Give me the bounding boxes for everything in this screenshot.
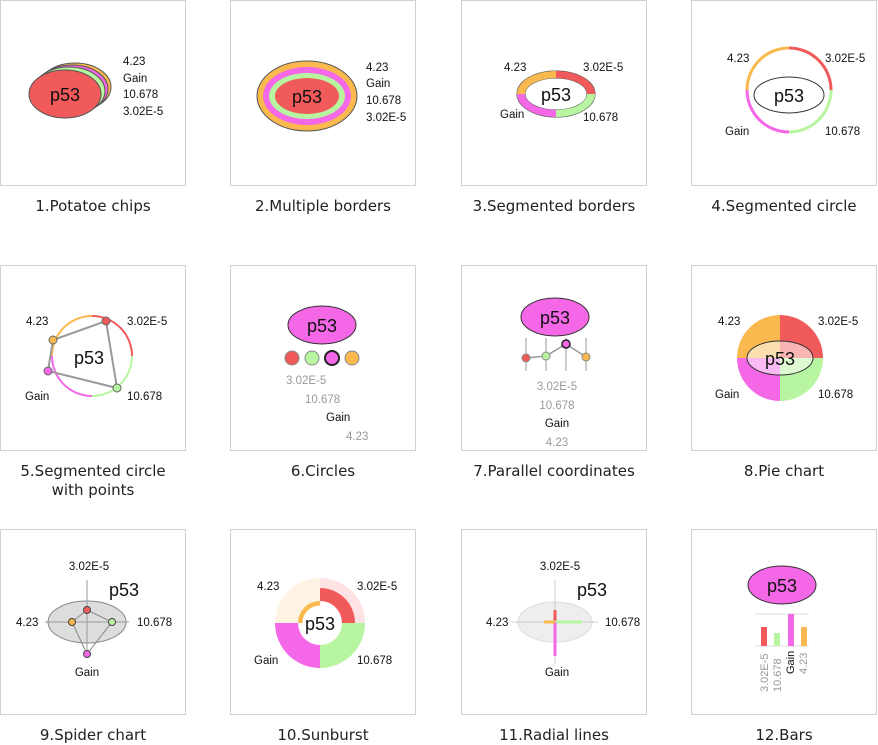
value-a: 4.23 [257,581,279,593]
node-label: p53 [305,614,335,634]
value-b: Gain [545,667,569,679]
caption-1: 1.Potatoe chips [35,197,151,215]
caption-2: 2.Multiple borders [255,197,391,215]
radial-lines-glyph: p53 3.02E-5 10.678 Gain 4.23 [486,561,640,679]
node-label: p53 [292,87,322,107]
panel-segmented-borders: p53 4.23 Gain 10.678 3.02E-5 [461,0,647,186]
caption-3: 3.Segmented borders [472,197,636,215]
potato-chips-glyph: p53 4.23 Gain 10.678 3.02E-5 [28,56,163,119]
value-c: 10.678 [539,400,574,412]
value-a: 4.23 [366,62,388,74]
caption-8: 8.Pie chart [743,462,825,480]
value-a: 4.23 [486,617,508,629]
value-a: 4.23 [123,56,145,68]
node-label: p53 [767,576,797,596]
value-d: 3.02E-5 [583,62,623,74]
panel-potato-chips: p53 4.23 Gain 10.678 3.02E-5 [0,0,186,186]
value-c: 10.678 [818,389,853,401]
caption-4: 4.Segmented circle [711,197,857,215]
value-b: Gain [25,391,49,403]
value-c: 10.678 [605,617,640,629]
value-b: Gain [545,418,569,430]
value-c: 10.678 [123,89,158,101]
value-b: Gain [715,389,739,401]
value-d: 3.02E-5 [818,316,858,328]
node-label: p53 [774,86,804,106]
value-d: 3.02E-5 [537,381,577,393]
caption-5: 5.Segmented circle with points [0,462,208,500]
node-label: p53 [577,580,607,600]
caption-12: 12.Bars [755,726,813,744]
multiple-borders-glyph: p53 4.23 Gain 10.678 3.02E-5 [256,60,406,132]
value-c: 10.678 [305,394,340,406]
value-c: 10.678 [127,391,162,403]
panel-segmented-circle: p53 4.23 Gain 10.678 3.02E-5 [691,0,877,186]
value-a: 4.23 [546,437,568,449]
value-a: 4.23 [346,431,368,443]
panel-segmented-circle-points: p53 4.23 Gain 10.678 3.02E-5 [0,265,186,451]
value-a: 4.23 [504,62,526,74]
value-a: 4.23 [718,316,740,328]
caption-7: 7.Parallel coordinates [473,462,635,480]
value-a: 4.23 [26,316,48,328]
value-c: 10.678 [357,655,392,667]
value-b: Gain [326,412,350,424]
segmented-circle-glyph: p53 4.23 Gain 10.678 3.02E-5 [725,46,865,138]
caption-5-line2: with points [51,481,135,499]
panel-circles: p53 3.02E-5 10.678 Gain 4.23 [230,265,416,451]
circles-glyph: p53 3.02E-5 10.678 Gain 4.23 [284,305,368,443]
value-d: 3.02E-5 [759,653,771,692]
value-d: 3.02E-5 [127,316,167,328]
parallel-coordinates-glyph: p53 3.02E-5 10.678 Gain 4.23 [520,297,591,449]
panel-multiple-borders: p53 4.23 Gain 10.678 3.02E-5 [230,0,416,186]
value-d: 3.02E-5 [366,112,406,124]
value-b: Gain [75,667,99,679]
bars-glyph: p53 3.02E-5 10.678 Gain 4.23 [747,565,817,692]
sunburst-glyph: p53 4.23 Gain 10.678 3.02E-5 [254,578,397,668]
caption-11: 11.Radial lines [499,726,609,744]
node-label: p53 [540,308,570,328]
value-c: 10.678 [772,658,784,692]
caption-6: 6.Circles [290,462,356,480]
value-b: Gain [725,126,749,138]
value-c: 10.678 [583,112,618,124]
value-a: 4.23 [727,53,749,65]
value-c: 10.678 [137,617,172,629]
caption-9: 9.Spider chart [39,726,147,744]
value-d: 3.02E-5 [357,581,397,593]
node-label: p53 [307,316,337,336]
panel-spider-chart: p53 3.02E-5 10.678 Gain 4.23 [0,529,186,715]
panel-radial-lines: p53 3.02E-5 10.678 Gain 4.23 [461,529,647,715]
panel-pie-chart: p53 4.23 Gain 10.678 3.02E-5 [691,265,877,451]
value-d: 3.02E-5 [69,561,109,573]
value-c: 10.678 [825,126,860,138]
value-b: Gain [785,651,797,674]
node-label: p53 [541,85,571,105]
value-c: 10.678 [366,95,401,107]
segmented-circle-points-glyph: p53 4.23 Gain 10.678 3.02E-5 [25,315,167,403]
value-d: 3.02E-5 [286,375,326,387]
node-label: p53 [50,85,80,105]
pie-chart-glyph: p53 4.23 Gain 10.678 3.02E-5 [715,315,858,401]
caption-10: 10.Sunburst [277,726,369,744]
caption-5-line1: 5.Segmented circle [20,462,166,480]
panel-sunburst: p53 4.23 Gain 10.678 3.02E-5 [230,529,416,715]
node-label: p53 [765,349,795,369]
value-a: 4.23 [16,617,38,629]
value-b: Gain [500,109,524,121]
value-b: Gain [366,78,390,90]
value-d: 3.02E-5 [123,106,163,118]
panel-parallel-coordinates: p53 3.02E-5 10.678 Gain 4.23 [461,265,647,451]
value-d: 3.02E-5 [540,561,580,573]
value-d: 3.02E-5 [825,53,865,65]
value-a: 4.23 [798,653,810,674]
spider-chart-glyph: p53 3.02E-5 10.678 Gain 4.23 [16,561,172,679]
panel-bars: p53 3.02E-5 10.678 Gain 4.23 [691,529,877,715]
value-b: Gain [254,655,278,667]
node-label: p53 [109,580,139,600]
value-b: Gain [123,73,147,85]
node-label: p53 [74,348,104,368]
segmented-borders-glyph: p53 4.23 Gain 10.678 3.02E-5 [500,62,623,124]
